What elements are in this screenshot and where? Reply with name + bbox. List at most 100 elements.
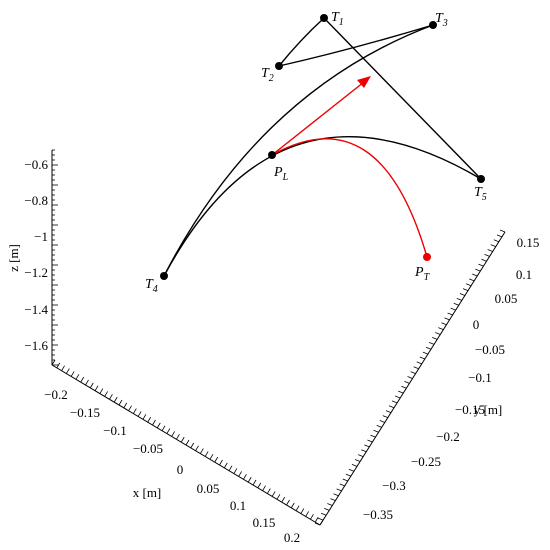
tick (180, 436, 185, 443)
tick (314, 516, 319, 523)
minor-ticks (51, 149, 506, 526)
tick (459, 293, 466, 296)
tick (271, 491, 276, 497)
z-tick-label: −1.6 (24, 338, 48, 353)
tick (142, 414, 147, 420)
tick (376, 424, 382, 428)
tick (330, 498, 336, 501)
point-label: T5 (474, 185, 487, 203)
tick (425, 346, 432, 350)
tick (345, 473, 351, 477)
x-tick-label: −0.1 (103, 423, 127, 438)
tick (379, 420, 385, 423)
tick (413, 366, 419, 370)
z-tick-label: −1.4 (24, 302, 48, 317)
tick (469, 278, 475, 282)
x-tick-label: −0.2 (44, 387, 68, 402)
arrow (271, 81, 365, 156)
tick (66, 368, 70, 374)
tick (444, 317, 450, 321)
tick (496, 234, 503, 238)
tick (290, 502, 295, 509)
tick (395, 395, 401, 399)
tick (204, 451, 209, 457)
tick (348, 468, 355, 472)
tick (450, 307, 456, 311)
tick (171, 431, 175, 437)
point-label: PL (273, 165, 289, 183)
tick (109, 394, 113, 400)
tick (267, 488, 271, 494)
tick (388, 405, 395, 409)
tick (336, 488, 342, 492)
y-tick-label: −0.25 (411, 454, 441, 469)
tick (358, 454, 364, 458)
tick (317, 517, 324, 521)
tick (133, 408, 137, 414)
point-label: T3 (435, 11, 448, 29)
tick (438, 327, 444, 331)
tick (247, 476, 252, 483)
y-tick-label: 0 (473, 317, 480, 332)
tick (314, 522, 321, 526)
tick (373, 429, 379, 433)
point-label: T4 (145, 277, 158, 295)
tick (190, 442, 195, 449)
tick (481, 258, 487, 262)
trajectories (163, 17, 482, 277)
tick (147, 416, 152, 423)
tick (80, 376, 85, 383)
tick (56, 362, 61, 369)
tick (435, 332, 441, 335)
tick (70, 371, 75, 377)
tick (419, 356, 425, 360)
tick (89, 382, 94, 389)
tick (252, 479, 257, 486)
tick (382, 415, 388, 418)
tick (416, 361, 422, 365)
tick (493, 239, 499, 243)
y-tick-label: −0.15 (455, 402, 485, 417)
tick (262, 485, 266, 491)
y-tick-label: −0.05 (475, 342, 505, 357)
tick (104, 391, 108, 397)
point-label: T2 (261, 66, 274, 84)
point-sub: 5 (482, 192, 487, 203)
tick (286, 499, 290, 506)
tick (128, 405, 132, 411)
point (275, 62, 283, 70)
tick (257, 482, 262, 489)
point-name: P (414, 265, 424, 280)
tick (339, 483, 345, 487)
tick (465, 283, 472, 287)
tick (354, 459, 361, 462)
tick (447, 312, 453, 316)
tick (385, 410, 392, 414)
tick (333, 493, 339, 497)
tick (404, 381, 410, 384)
curve (163, 24, 434, 277)
point-name: T (435, 11, 444, 26)
tick (94, 385, 99, 391)
tick (391, 400, 398, 404)
point (423, 253, 431, 261)
tick (85, 379, 89, 386)
y-tick-label: −0.35 (363, 507, 393, 522)
z-tick-label: −0.6 (24, 157, 48, 172)
tick (209, 454, 214, 460)
tick (441, 322, 447, 326)
tick (475, 268, 481, 272)
tick (407, 376, 413, 379)
tick (472, 273, 478, 277)
tick (370, 434, 376, 438)
y-tick-label: 0.15 (517, 235, 540, 250)
tick (123, 402, 128, 409)
tick (219, 459, 223, 466)
tick (166, 428, 171, 434)
tick (361, 449, 367, 453)
x-tick-label: 0.1 (230, 498, 246, 513)
point-name: T (331, 10, 340, 25)
tick (113, 396, 118, 403)
point-label: PT (414, 265, 431, 283)
tick (233, 468, 238, 474)
